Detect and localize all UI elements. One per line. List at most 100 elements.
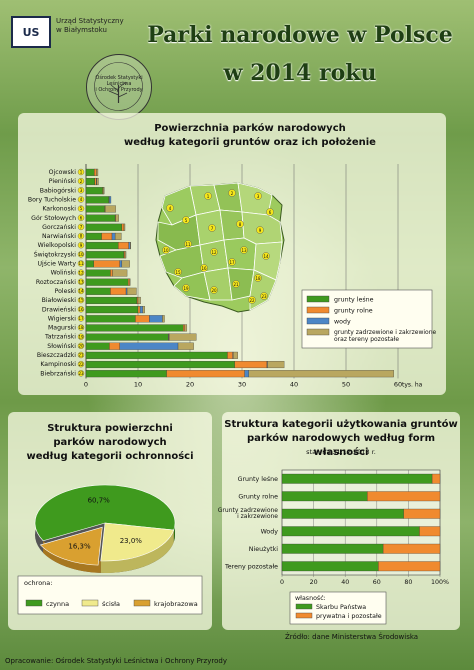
park-number-label: 23 — [78, 371, 84, 376]
bar-segment — [169, 333, 197, 341]
park-label: Magurski — [48, 325, 76, 332]
map-park-number: 2 — [231, 191, 234, 196]
bar-segment — [233, 351, 238, 359]
park-number-label: 22 — [78, 362, 84, 367]
map-park-marker — [240, 246, 248, 254]
pie-legend-swatch — [81, 599, 99, 607]
park-number-marker — [77, 370, 85, 377]
park-number-marker — [77, 278, 85, 285]
park-number-label: 19 — [78, 334, 84, 339]
park-label: Słowiński — [47, 342, 76, 350]
park-number-label: 20 — [78, 343, 84, 348]
seal-line-2: i Ochrony Przyrody — [95, 87, 143, 93]
ownership-plot-area — [281, 469, 441, 576]
legend-label: grunty leśne — [334, 296, 374, 304]
park-label: Gorczański — [42, 223, 76, 231]
park-number-marker — [77, 205, 85, 212]
park-label: Poleski — [55, 288, 77, 295]
park-label: Biebrzański — [40, 369, 76, 377]
map-park-marker — [182, 216, 190, 224]
map-park-marker — [262, 252, 270, 260]
map-park-marker — [266, 208, 274, 216]
map-park-marker — [228, 189, 236, 197]
voivodeship-region — [253, 241, 283, 281]
x-tick-label: 60 — [394, 380, 402, 388]
legend-swatch — [306, 306, 330, 314]
park-number-label: 14 — [78, 289, 84, 294]
org-line-2: w Białymstoku — [56, 26, 107, 34]
source-note: Źródło: dane Ministerstwa Środowiska — [285, 633, 419, 641]
park-number-marker — [77, 251, 85, 258]
organization-name: Urząd Statystyczny w Białymstoku — [56, 17, 124, 35]
map-park-marker — [254, 274, 262, 282]
park-label: Gór Stołowych — [31, 214, 76, 222]
park-label: Roztoczański — [36, 278, 76, 286]
ownership-title-line-1: Struktura kategorii użytkowania gruntów — [224, 419, 458, 430]
park-label: Kampinoski — [40, 361, 76, 368]
seal-line-1: Ośrodek Statystyki Leśnictwa — [95, 75, 143, 87]
park-number-label: 3 — [80, 188, 83, 193]
x-tick-label: 0 — [84, 380, 88, 388]
page-title-line-2: w 2014 roku — [223, 60, 377, 86]
org-line-1: Urząd Statystyczny — [56, 17, 124, 25]
ownership-bar-segment — [281, 491, 368, 502]
park-number-marker — [77, 232, 85, 240]
x-tick-label: 50 — [342, 380, 350, 388]
park-number-label: 16 — [78, 307, 84, 312]
ownership-category-label: Grunty leśne — [238, 475, 279, 483]
park-number-marker — [77, 360, 85, 368]
map-park-marker — [248, 296, 256, 304]
park-number-marker — [77, 177, 85, 185]
pie-title-line-3: według kategorii ochronności — [26, 451, 194, 462]
legend-label: oraz tereny pozostałe — [334, 336, 399, 343]
pie-chart-title: Struktura powierzchni parków narodowych … — [10, 422, 210, 464]
ownership-legend-label: prywatna i pozostałe — [316, 613, 382, 620]
bar-segment — [267, 360, 285, 369]
park-label: Świętokrzyski — [34, 249, 77, 258]
map-park-number: 12 — [211, 250, 217, 255]
map-park-marker — [256, 226, 264, 234]
legend-swatch — [306, 295, 330, 303]
pie-slice — [34, 484, 176, 542]
pie-slice-label: 60,7% — [88, 496, 111, 504]
map-park-number: 23 — [261, 294, 267, 299]
ownership-category-label: Grunty rolne — [238, 494, 278, 501]
legend-label: wody — [334, 319, 351, 326]
map-park-number: 7 — [211, 226, 214, 231]
ownership-legend-swatch — [295, 612, 313, 619]
park-label: Wielkopolski — [38, 242, 77, 249]
ownership-x-tick: 40 — [341, 579, 349, 586]
park-number-marker — [77, 324, 85, 331]
park-number-label: 18 — [78, 325, 84, 330]
park-number-marker — [77, 214, 85, 221]
park-label: Wigierski — [48, 315, 77, 322]
ownership-bar-segment — [403, 508, 441, 519]
footer-credit: Opracowanie: Ośrodek Statystyki Leśnictw… — [5, 657, 227, 665]
park-label: Bory Tucholskie — [28, 196, 76, 203]
bar-segment — [142, 306, 145, 314]
park-number-marker — [77, 168, 85, 176]
park-number-label: 8 — [80, 234, 83, 239]
bar-segment — [103, 187, 105, 195]
bar-segment — [121, 260, 130, 268]
map-park-number: 17 — [229, 260, 235, 265]
park-number-label: 9 — [80, 243, 83, 248]
pie-legend-title: ochrona: — [24, 579, 52, 587]
ownership-bar-segment — [281, 508, 404, 519]
map-park-number: 21 — [233, 282, 239, 287]
ownership-title-line-2: parków narodowych według form własności — [246, 433, 435, 458]
bar-segment — [123, 223, 126, 231]
park-number-marker — [77, 269, 85, 276]
map-park-number: 16 — [201, 266, 207, 271]
park-number-marker — [77, 306, 85, 313]
park-number-marker — [77, 333, 85, 340]
bar-segment — [184, 324, 188, 332]
park-number-label: 7 — [80, 225, 83, 230]
ownership-x-tick: 100% — [431, 579, 449, 586]
unit-label: tys. ha — [402, 381, 423, 388]
ownership-x-tick: 80 — [404, 579, 412, 586]
park-label: Białowieski — [42, 297, 77, 304]
map-park-number: 20 — [211, 288, 217, 293]
map-park-marker — [260, 292, 268, 300]
